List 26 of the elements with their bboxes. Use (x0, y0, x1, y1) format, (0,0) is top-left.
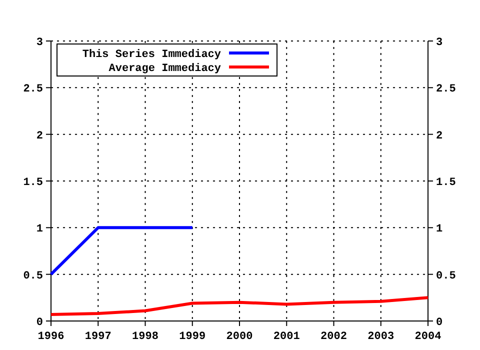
x-tick-label: 2002 (320, 331, 347, 343)
x-tick-label: 1999 (179, 331, 206, 343)
y2-tick-label: 1 (436, 224, 443, 236)
x-tick-label: 2003 (368, 331, 394, 343)
line-series (50, 296, 430, 316)
y2-tick-label: 3 (436, 37, 443, 49)
x-tick-label: 2004 (414, 331, 442, 343)
y-tick-label: 3 (36, 37, 44, 49)
y-tick-label: 0 (36, 317, 43, 329)
y-tick-label: 0.5 (23, 270, 44, 282)
y2-tick-label: 2 (436, 130, 443, 142)
y2-tick-label: 0.5 (436, 270, 456, 282)
y-tick-label: 1 (36, 224, 44, 236)
y2-tick-label: 2.5 (436, 84, 456, 96)
y2-tick-label: 0 (436, 317, 443, 329)
x-tick-label: 2000 (226, 331, 253, 343)
y-tick-label: 2 (36, 130, 43, 142)
legend-label: Average Immediacy (108, 63, 222, 75)
y-tick-label: 2.5 (23, 84, 44, 96)
x-tick-label: 1997 (84, 331, 112, 343)
x-tick-label: 1996 (38, 331, 64, 343)
y2-tick-label: 1.5 (436, 177, 456, 189)
x-tick-label: 2001 (273, 331, 300, 343)
y-tick-label: 1.5 (23, 177, 44, 189)
legend-label: This Series Immediacy (82, 49, 222, 61)
x-tick-label: 1998 (132, 331, 159, 343)
